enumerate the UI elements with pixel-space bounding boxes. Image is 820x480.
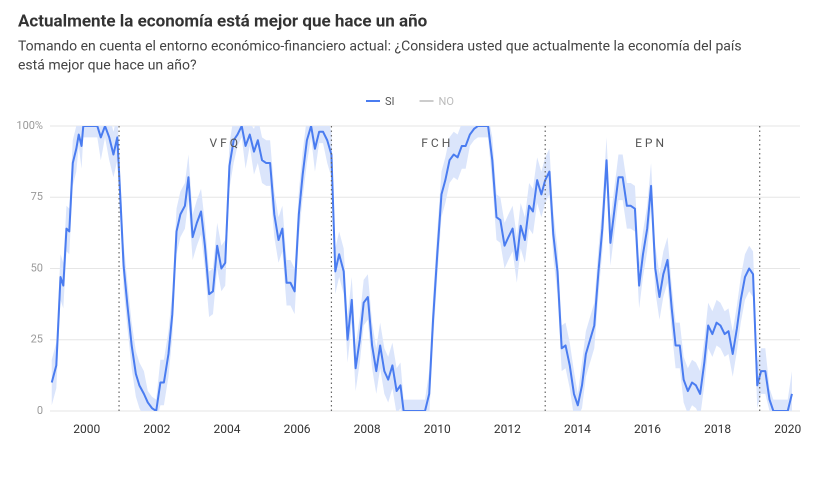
x-tick-label: 2020: [774, 422, 801, 436]
chart-title: Actualmente la economía está mejor que h…: [18, 11, 428, 31]
y-tick-label: 50: [31, 261, 43, 274]
confidence-band: [51, 126, 792, 411]
y-tick-label: 25: [31, 333, 43, 346]
y-tick-label: 100%: [16, 119, 43, 132]
x-tick-label: 2018: [704, 422, 731, 436]
x-tick-label: 2010: [424, 422, 451, 436]
y-tick-label: 75: [31, 190, 43, 203]
plot-area: [50, 126, 793, 411]
period-label: FCH: [421, 136, 453, 150]
x-tick-label: 2002: [143, 422, 170, 436]
chart-subtitle: Tomando en cuenta el entorno económico-f…: [18, 39, 742, 55]
chart-subtitle: está mejor que hace un año?: [18, 58, 197, 74]
x-tick-label: 2016: [634, 422, 661, 436]
period-label: VFQ: [209, 136, 241, 150]
x-tick-label: 2004: [213, 422, 240, 436]
y-tick-label: 0: [37, 404, 43, 417]
legend-label: NO: [439, 95, 454, 108]
legend-label: SI: [385, 95, 395, 108]
x-tick-label: 2006: [284, 422, 311, 436]
x-tick-label: 2008: [354, 422, 381, 436]
period-label: EPN: [635, 136, 667, 150]
x-tick-label: 2014: [564, 422, 591, 436]
x-tick-label: 2000: [73, 422, 100, 436]
x-tick-label: 2012: [494, 422, 521, 436]
series-line: [50, 126, 793, 411]
